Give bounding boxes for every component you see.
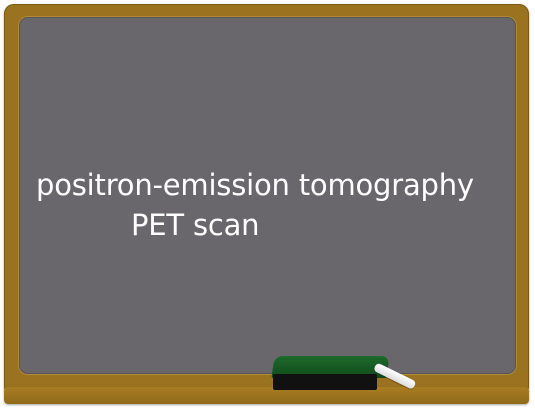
abbreviation-text: PET scan [131, 208, 260, 242]
chalk-tray [4, 387, 529, 404]
chalkboard-surface [19, 17, 516, 374]
term-text: positron-emission tomography [36, 168, 474, 202]
eraser-icon [271, 356, 393, 392]
eraser-base [273, 374, 377, 390]
